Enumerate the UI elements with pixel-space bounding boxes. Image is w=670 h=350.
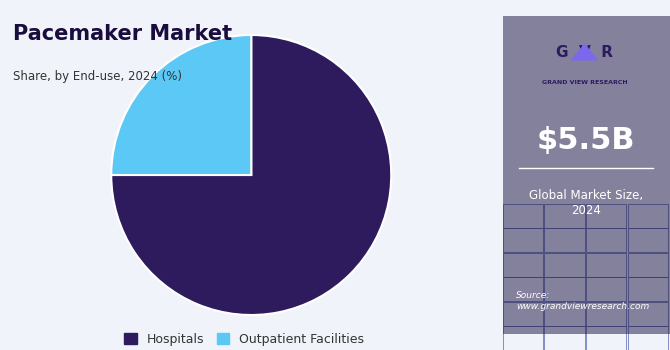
Bar	[544, 302, 584, 326]
Polygon shape	[572, 44, 597, 60]
Text: G  V  R: G V R	[556, 45, 613, 60]
Text: Global Market Size,
2024: Global Market Size, 2024	[529, 189, 643, 217]
Bar	[586, 326, 626, 350]
Bar	[502, 326, 543, 350]
Bar	[586, 277, 626, 301]
Bar	[586, 253, 626, 276]
Bar	[628, 228, 669, 252]
Bar	[586, 204, 626, 228]
Bar	[502, 204, 543, 228]
Bar	[544, 253, 584, 276]
Wedge shape	[111, 35, 251, 175]
Bar	[544, 204, 584, 228]
Bar	[628, 277, 669, 301]
Text: Share, by End-use, 2024 (%): Share, by End-use, 2024 (%)	[13, 70, 182, 83]
Text: Source:
www.grandviewresearch.com: Source: www.grandviewresearch.com	[516, 291, 649, 311]
Bar	[628, 253, 669, 276]
Legend: Hospitals, Outpatient Facilities: Hospitals, Outpatient Facilities	[119, 328, 369, 350]
Text: GRAND VIEW RESEARCH: GRAND VIEW RESEARCH	[542, 80, 627, 85]
Bar	[502, 253, 543, 276]
Text: $5.5B: $5.5B	[537, 126, 636, 154]
Bar	[502, 302, 543, 326]
Bar	[544, 228, 584, 252]
Bar	[628, 204, 669, 228]
Wedge shape	[111, 35, 391, 315]
Bar	[502, 228, 543, 252]
Bar	[544, 326, 584, 350]
Bar	[586, 228, 626, 252]
Bar	[628, 302, 669, 326]
Bar	[544, 277, 584, 301]
Bar	[586, 302, 626, 326]
Text: Pacemaker Market: Pacemaker Market	[13, 25, 232, 44]
Bar	[628, 326, 669, 350]
Bar	[502, 277, 543, 301]
